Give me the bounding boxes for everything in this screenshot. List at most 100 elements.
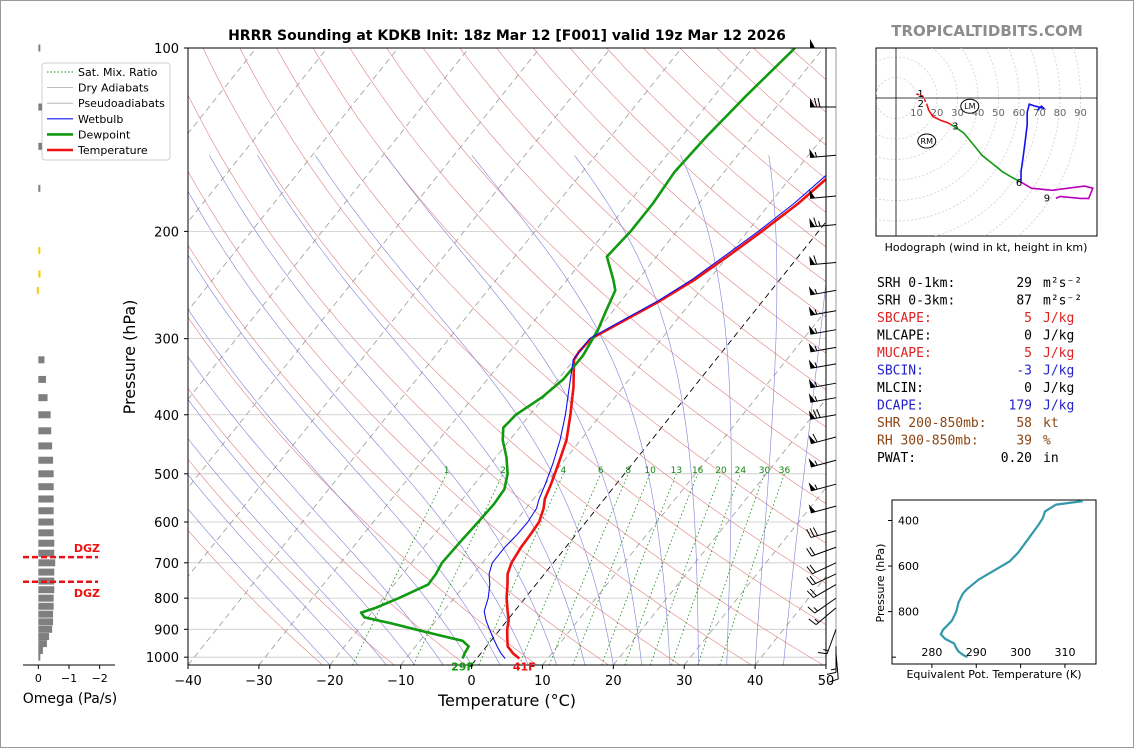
barb-pennant [808,435,816,444]
stat-value: -3 [1016,364,1032,379]
stat-unit: m²s⁻² [1043,294,1082,309]
theta-e-panel: Equivalent Pot. Temperature (K) Pressure… [874,499,1097,681]
mixing-ratio-line [671,473,741,665]
y-tick-label: 700 [154,557,179,572]
hodograph-height-label: 6 [1016,178,1022,189]
barb-full [806,566,813,575]
theta-e-profile [939,500,1083,659]
omega-bar [38,618,54,626]
theta-e-x-tick-label: 280 [921,646,942,659]
isotherm [683,487,826,665]
y-tick-label: 600 [154,516,179,531]
surface-temperature-label: 41F [513,660,536,673]
hodograph-segment [950,124,1022,183]
dry-adiabat [239,48,826,625]
omega-bar [38,529,54,537]
theta-e-frame [891,499,1097,665]
stat-unit: J/kg [1043,329,1074,344]
omega-panel: Omega (Pa/s) 0 −1 −2 DGZ DGZ [23,44,117,707]
barb-full [809,564,817,573]
isotherm [188,48,541,489]
isotherm [400,132,826,665]
hodograph-segment [1020,181,1094,200]
barb-full [817,97,821,108]
stat-label: MLCAPE: [877,329,932,344]
y-tick-label: 900 [154,623,179,638]
stat-unit: J/kg [1043,364,1074,379]
omega-bar [38,539,55,547]
stat-unit: % [1043,434,1051,449]
barb-shaft [810,154,837,159]
barb-half [814,345,818,351]
legend-label: Dewpoint [78,128,131,141]
omega-bar [38,142,43,150]
hodograph-ring-label: 40 [972,108,985,119]
dry-adiabat [276,48,826,584]
barb-half [814,396,818,402]
stat-label: RH 300-850mb: [877,434,979,449]
dgz-label: DGZ [74,587,100,600]
wind-barb [810,97,836,108]
barb-shaft [810,310,837,316]
barb-shaft [810,329,837,335]
dry-adiabat [532,48,826,318]
barb-half [823,649,829,651]
dry-adiabat [459,48,826,391]
wind-barb [808,607,837,625]
figure-title: HRRR Sounding at KDKB Init: 18z Mar 12 [… [228,28,786,44]
legend-label: Dry Adiabats [78,82,149,95]
barb-pennant [809,189,816,199]
dry-adiabat [188,458,395,665]
barb-half [814,484,818,490]
pseudo-adiabat [188,474,359,665]
dgz-label: DGZ [74,542,100,555]
wind-barb [806,527,837,538]
mixing-ratio-label: 13 [671,466,682,476]
hodograph-ring-label: 10 [910,108,923,119]
theta-e-x-tick-label: 310 [1054,646,1075,659]
hodograph-ring-label: 60 [1013,108,1026,119]
omega-bar [38,633,50,641]
barb-full [809,575,817,584]
stat-label: SBCAPE: [877,311,932,326]
stat-label: MUCAPE: [877,346,932,361]
wind-barb [810,39,836,49]
hodograph-plot: 10 20 30 40 50 60 70 80 90 12 3 6 9 LM RM [876,48,1097,236]
mixing-ratio-label: 1 [444,466,450,476]
barb-full [812,433,818,443]
pseudo-adiabat [188,508,331,665]
barb-half [814,618,820,623]
stat-value: 179 [1009,399,1032,414]
stat-value: 5 [1024,311,1032,326]
barb-pennant [808,458,816,467]
omega-bar [38,518,54,526]
wind-barb [806,546,837,557]
omega-bar [38,394,48,402]
dry-adiabat [349,48,826,505]
barb-full [806,548,812,557]
isotherm [613,398,826,665]
wind-barb [808,306,837,316]
barb-full [809,528,815,537]
dry-adiabat [188,387,466,665]
barb-shaft [815,607,837,625]
barb-pennant [809,255,816,265]
stat-unit: m²s⁻² [1043,276,1082,291]
x-tick-label: 40 [747,674,764,689]
omega-bar [38,270,41,278]
pseudo-adiabat [188,438,387,665]
theta-e-x-tick-label: 300 [1010,646,1031,659]
isotherm [188,48,612,578]
dry-adiabat [386,48,826,466]
omega-tick-label: −1 [61,672,77,685]
barb-full [817,652,828,655]
dry-adiabat [202,48,824,665]
omega-bar [38,427,52,435]
stat-unit: J/kg [1043,399,1074,414]
hodograph-frame [875,47,1098,237]
mixing-ratio-line [478,473,564,665]
wind-barb [829,653,839,683]
y-tick-label: 800 [154,592,179,607]
